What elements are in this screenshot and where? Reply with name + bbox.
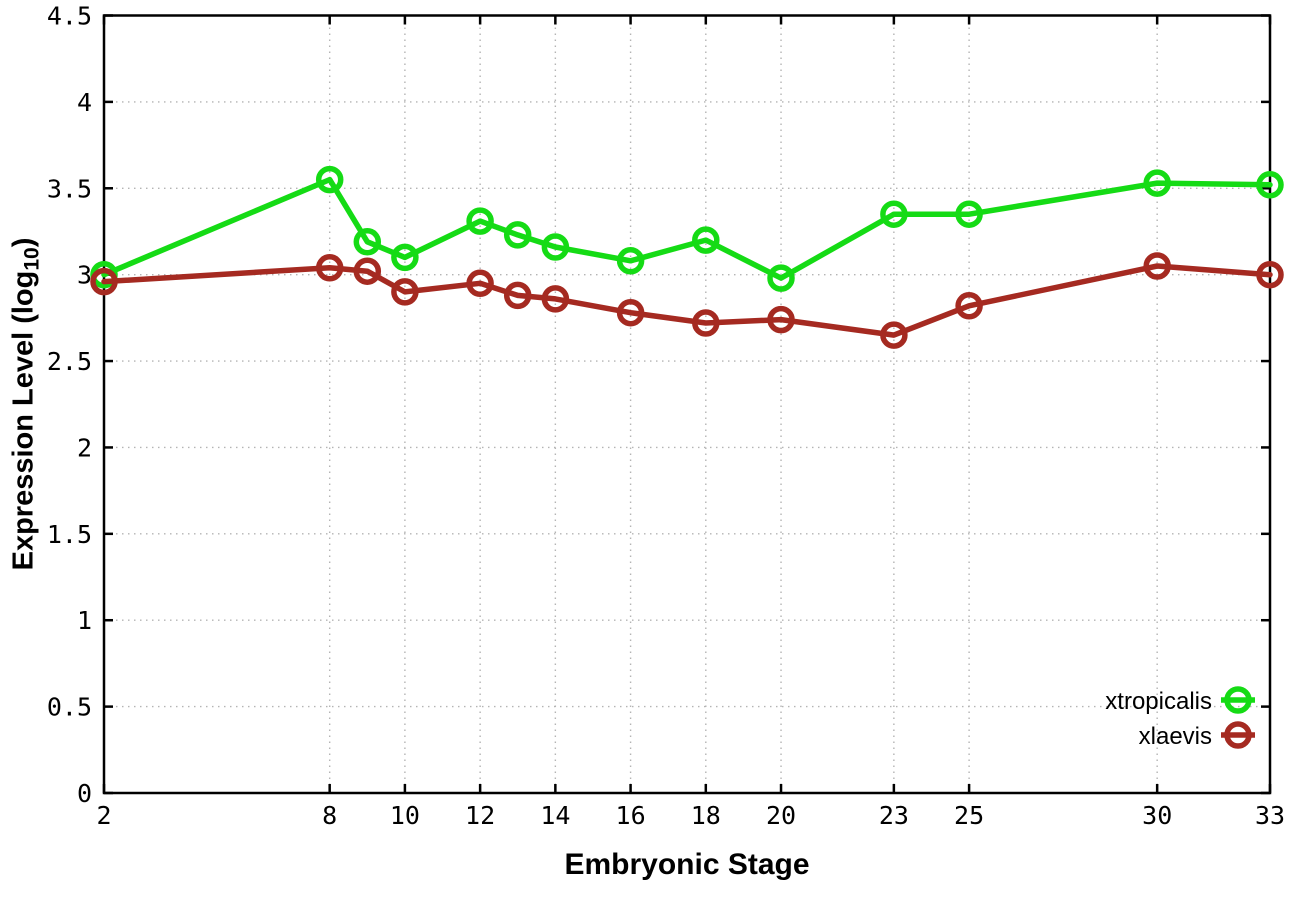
x-tick-label-14: 14 <box>540 801 570 830</box>
y-tick-label-4: 4 <box>77 88 92 117</box>
data-point-xlaevis-stage-10 <box>391 278 419 306</box>
data-point-xtropicalis-stage-33 <box>1256 171 1284 199</box>
y-tick-label-0: 0 <box>77 779 92 808</box>
data-point-xlaevis-stage-12 <box>466 269 494 298</box>
y-tick-label-1: 1 <box>77 606 92 635</box>
y-axis-title-subscript: 10 <box>20 247 44 271</box>
x-tick-label-2: 2 <box>96 801 111 830</box>
data-point-xlaevis-stage-16 <box>616 298 645 327</box>
y-axis-title-text: Expression Level (log <box>7 270 40 571</box>
y-tick-label-3: 3 <box>77 261 92 290</box>
data-point-xlaevis-stage-2 <box>90 267 118 296</box>
y-axis-title-close: ) <box>7 237 40 248</box>
data-point-xlaevis-stage-9 <box>353 257 382 285</box>
data-point-xlaevis-stage-33 <box>1256 260 1284 289</box>
data-point-xtropicalis-stage-30 <box>1143 169 1171 197</box>
data-point-xtropicalis-stage-10 <box>391 243 419 272</box>
x-tick-label-10: 10 <box>390 801 420 830</box>
x-tick-label-16: 16 <box>616 801 646 830</box>
x-tick-label-23: 23 <box>879 801 909 830</box>
data-point-xlaevis-stage-25 <box>955 292 983 320</box>
y-tick-label-3.5: 3.5 <box>47 174 92 203</box>
data-point-xtropicalis-stage-16 <box>616 247 645 275</box>
series-line-xlaevis <box>101 263 1273 338</box>
data-point-xtropicalis-stage-9 <box>353 228 382 256</box>
series-line-xtropicalis <box>101 176 1273 281</box>
x-tick-label-20: 20 <box>766 801 796 830</box>
data-point-xtropicalis-stage-23 <box>880 200 908 228</box>
x-tick-label-30: 30 <box>1142 801 1172 830</box>
y-tick-label-1.5: 1.5 <box>47 520 92 549</box>
y-tick-label-2.5: 2.5 <box>47 347 92 376</box>
x-tick-label-12: 12 <box>465 801 495 830</box>
data-point-xlaevis-stage-13 <box>503 281 532 310</box>
data-point-xtropicalis-stage-12 <box>466 207 494 235</box>
x-axis-title: Embryonic Stage <box>564 848 810 881</box>
y-tick-label-2: 2 <box>77 433 92 462</box>
data-point-xtropicalis-stage-14 <box>541 233 570 261</box>
data-point-xlaevis-stage-20 <box>767 305 795 334</box>
data-point-xtropicalis-stage-25 <box>955 200 983 228</box>
legend-marker-xlaevis <box>1224 721 1252 749</box>
y-tick-label-4.5: 4.5 <box>47 2 92 31</box>
data-point-xlaevis-stage-8 <box>315 254 344 282</box>
data-point-xlaevis-stage-30 <box>1143 252 1171 280</box>
data-point-xlaevis-stage-23 <box>880 321 908 349</box>
data-point-xlaevis-stage-18 <box>692 309 720 337</box>
x-tick-label-18: 18 <box>691 801 721 830</box>
data-point-xtropicalis-stage-18 <box>692 226 720 254</box>
legend-label-xtropicalis: xtropicalis <box>1105 688 1212 715</box>
x-tick-label-8: 8 <box>322 801 337 830</box>
legend-marker-xtropicalis <box>1224 686 1252 714</box>
plot-border <box>102 14 1272 795</box>
x-tick-label-25: 25 <box>954 801 984 830</box>
y-tick-label-0.5: 0.5 <box>47 693 92 722</box>
y-axis-title: Expression Level (log10) <box>8 238 45 571</box>
data-point-xtropicalis-stage-20 <box>767 264 795 292</box>
data-point-xtropicalis-stage-8 <box>315 165 344 194</box>
data-point-xtropicalis-stage-13 <box>503 221 532 249</box>
legend-label-xlaevis: xlaevis <box>1139 723 1212 750</box>
x-tick-label-33: 33 <box>1255 801 1285 830</box>
data-point-xlaevis-stage-14 <box>541 285 570 313</box>
